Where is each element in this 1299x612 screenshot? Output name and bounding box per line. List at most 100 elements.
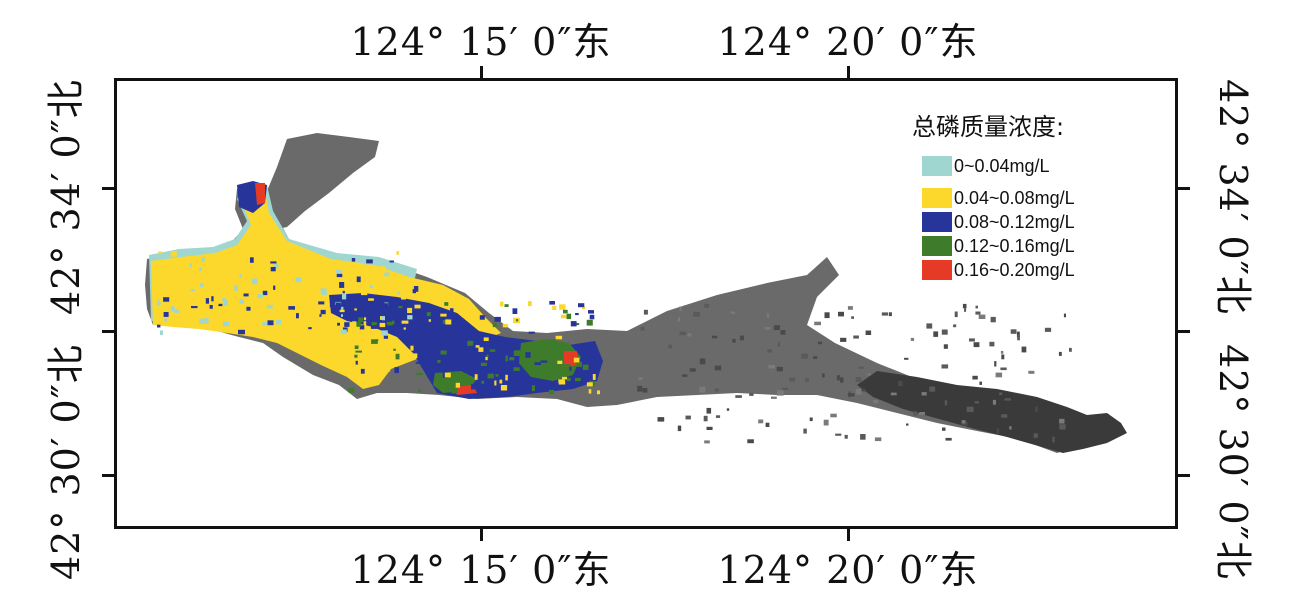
speckle — [1059, 418, 1065, 424]
speckle — [809, 417, 813, 422]
speckle — [375, 257, 379, 263]
speckle — [855, 389, 862, 395]
speckle — [319, 309, 326, 315]
speckle — [1016, 331, 1020, 338]
speckle — [358, 343, 364, 349]
speckle — [803, 428, 807, 434]
speckle — [318, 301, 325, 305]
speckle — [412, 289, 416, 294]
speckle — [578, 303, 585, 308]
lat-tick-right-2 — [1178, 474, 1190, 477]
speckle — [679, 306, 682, 312]
speckle — [500, 301, 504, 307]
speckle — [164, 318, 167, 322]
speckle — [416, 333, 423, 338]
speckle — [513, 367, 520, 371]
speckle — [504, 304, 509, 307]
speckle — [853, 335, 859, 339]
speckle — [354, 345, 359, 349]
speckle — [836, 375, 840, 381]
speckle — [450, 308, 454, 312]
speckle — [502, 360, 505, 366]
speckle — [332, 301, 336, 308]
speckle — [1000, 367, 1007, 371]
speckle — [552, 305, 557, 310]
speckle — [458, 368, 464, 372]
speckle — [711, 335, 718, 339]
lon-label-bottom-2: 124° 20′ 0″东 — [717, 548, 979, 592]
speckle — [213, 301, 219, 306]
speckle — [1001, 414, 1008, 418]
speckle — [234, 294, 238, 300]
lat-tick-left-mid — [102, 330, 114, 333]
speckle — [381, 303, 389, 307]
speckle — [382, 316, 385, 321]
speckle — [395, 353, 400, 360]
speckle — [380, 311, 385, 314]
speckle — [471, 384, 477, 390]
speckle — [860, 434, 866, 440]
speckle — [426, 312, 431, 317]
speckle — [687, 333, 692, 337]
speckle — [782, 387, 788, 390]
speckle — [573, 357, 580, 363]
speckle — [805, 378, 809, 382]
speckle — [994, 361, 997, 367]
speckle — [689, 368, 696, 372]
speckle — [339, 265, 342, 270]
speckle — [703, 415, 708, 422]
speckle — [199, 267, 202, 271]
speckle — [221, 309, 228, 313]
speckle — [941, 329, 948, 335]
speckle — [435, 311, 439, 315]
speckle — [348, 327, 355, 331]
speckle — [814, 321, 821, 326]
speckle — [354, 308, 357, 311]
speckle — [995, 372, 1003, 378]
speckle — [525, 352, 531, 358]
speckle — [570, 321, 577, 327]
speckle — [969, 338, 975, 342]
speckle — [374, 374, 378, 381]
speckle — [563, 309, 568, 314]
speckle — [830, 413, 837, 418]
speckle — [166, 261, 169, 265]
speckle — [715, 415, 721, 418]
speckle — [677, 425, 682, 432]
speckle — [288, 311, 293, 317]
speckle — [351, 258, 356, 262]
speckle — [855, 377, 862, 383]
legend-item: 0.04~0.08mg/L — [912, 186, 1152, 210]
speckle — [398, 306, 403, 309]
speckle — [589, 314, 595, 320]
speckle — [512, 308, 518, 314]
legend-swatch — [922, 236, 952, 256]
speckle — [433, 337, 436, 341]
reservoir-map — [145, 133, 1127, 453]
speckle — [428, 319, 431, 322]
speckle — [475, 345, 480, 348]
speckle — [418, 389, 422, 393]
speckle — [474, 374, 478, 380]
speckle — [270, 261, 277, 264]
speckle — [356, 276, 361, 283]
speckle — [1017, 334, 1020, 341]
speckle — [840, 377, 844, 383]
speckle — [640, 326, 645, 331]
speckle — [174, 309, 180, 313]
speckle — [777, 341, 780, 347]
speckle — [766, 313, 770, 318]
speckle — [801, 353, 808, 359]
speckle — [706, 426, 713, 430]
speckle — [170, 306, 175, 312]
speckle — [401, 320, 409, 324]
speckle — [440, 313, 447, 317]
speckle — [282, 330, 285, 335]
legend-swatch — [922, 188, 952, 208]
speckle — [1058, 351, 1062, 356]
speckle — [557, 360, 563, 364]
speckle — [354, 273, 357, 276]
speckle — [234, 285, 238, 291]
speckle — [489, 349, 496, 352]
speckle — [776, 366, 783, 372]
